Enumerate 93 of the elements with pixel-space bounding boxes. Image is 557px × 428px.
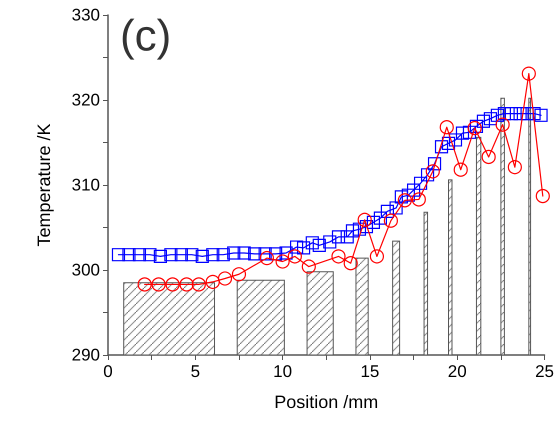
- point: [496, 118, 510, 132]
- point: [428, 157, 442, 170]
- point: [484, 112, 498, 126]
- point: [112, 248, 126, 262]
- point: [462, 126, 476, 139]
- point: [227, 246, 240, 260]
- point: [143, 248, 157, 262]
- point: [442, 136, 456, 150]
- point: [323, 235, 336, 249]
- point: [448, 133, 462, 147]
- point: [132, 248, 146, 262]
- point: [290, 240, 304, 254]
- point: [331, 249, 346, 264]
- point: [344, 256, 358, 270]
- x-tick-label: 20: [448, 362, 467, 381]
- point: [340, 230, 354, 244]
- point: [288, 249, 302, 264]
- point: [192, 277, 206, 292]
- x-axis-title: Position /mm: [274, 392, 378, 412]
- point: [260, 251, 274, 266]
- point: [185, 248, 198, 262]
- point: [536, 188, 550, 204]
- point: [374, 212, 388, 225]
- y-tick-label: 290: [72, 346, 100, 364]
- point: [380, 204, 394, 218]
- point: [406, 184, 420, 197]
- point: [398, 193, 412, 208]
- y-axis-title: Temperature /K: [34, 123, 54, 247]
- point: [122, 248, 136, 262]
- point: [152, 277, 166, 292]
- point: [332, 230, 346, 244]
- point: [138, 277, 152, 292]
- point: [154, 250, 167, 263]
- point: [454, 162, 468, 177]
- point: [302, 260, 316, 274]
- point: [164, 248, 178, 262]
- point: [280, 246, 293, 260]
- point: [206, 274, 220, 289]
- point: [276, 254, 290, 269]
- point: [482, 150, 496, 164]
- point: [166, 277, 180, 292]
- point: [216, 248, 230, 262]
- point: [522, 66, 536, 81]
- point: [468, 120, 482, 136]
- point: [232, 267, 246, 282]
- point: [514, 107, 527, 120]
- x-tick-label: 0: [103, 362, 113, 381]
- point: [402, 188, 415, 202]
- point: [534, 108, 548, 122]
- point: [394, 190, 408, 204]
- point: [434, 140, 448, 154]
- point: [312, 238, 326, 252]
- point: [426, 164, 440, 178]
- point: [370, 249, 384, 264]
- point: [456, 126, 470, 140]
- point: [476, 114, 490, 128]
- point: [384, 214, 398, 228]
- annotation: (c): [120, 12, 172, 60]
- x-tick-label: 25: [535, 362, 554, 381]
- x-tick-label: 10: [273, 362, 292, 381]
- x-tick-label: 15: [360, 362, 380, 381]
- point: [504, 107, 518, 120]
- point: [498, 107, 511, 120]
- point: [179, 277, 194, 292]
- point: [490, 108, 504, 122]
- point: [248, 247, 262, 260]
- point: [412, 192, 426, 207]
- point: [258, 247, 272, 260]
- point: [238, 246, 251, 260]
- point: [196, 250, 209, 263]
- y-tick-label: 320: [72, 90, 100, 110]
- point: [508, 160, 522, 174]
- point: [366, 216, 380, 229]
- point: [527, 107, 541, 120]
- point: [269, 247, 282, 260]
- x-tick-label: 5: [190, 362, 200, 381]
- point: [174, 248, 188, 262]
- point: [420, 168, 434, 182]
- point: [206, 248, 220, 262]
- point: [360, 220, 374, 234]
- y-tick-label: 330: [72, 6, 100, 24]
- point: [296, 241, 310, 254]
- point: [390, 201, 403, 215]
- point: [414, 176, 428, 190]
- y-tick-label: 300: [72, 260, 100, 280]
- point: [440, 120, 454, 134]
- point: [470, 120, 484, 133]
- point: [358, 212, 372, 227]
- point: [306, 236, 319, 250]
- point: [352, 222, 366, 236]
- point: [346, 224, 360, 238]
- point: [218, 271, 232, 286]
- y-tick-label: 310: [72, 176, 100, 194]
